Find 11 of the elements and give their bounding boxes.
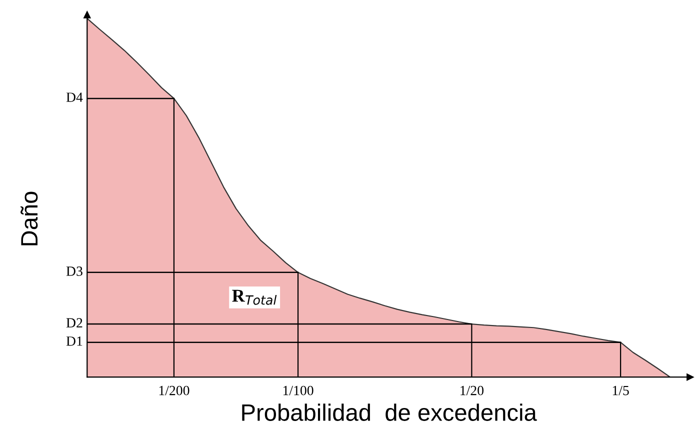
series-label: D4 xyxy=(66,92,83,102)
x-tick-label: 1/5 xyxy=(612,386,629,396)
x-tick-label: 1/200 xyxy=(159,386,190,396)
y-axis-title: Daño xyxy=(20,192,38,246)
series-label: D3 xyxy=(66,266,82,276)
annotation: R$_{Total}$ xyxy=(232,290,277,305)
series-label: D2 xyxy=(66,318,82,328)
series-label: D1 xyxy=(66,336,82,346)
x-tick-label: 1/20 xyxy=(460,386,484,396)
x-axis-title: Probabilidad de excedencia xyxy=(242,404,537,421)
x-tick-label: 1/100 xyxy=(283,386,314,396)
